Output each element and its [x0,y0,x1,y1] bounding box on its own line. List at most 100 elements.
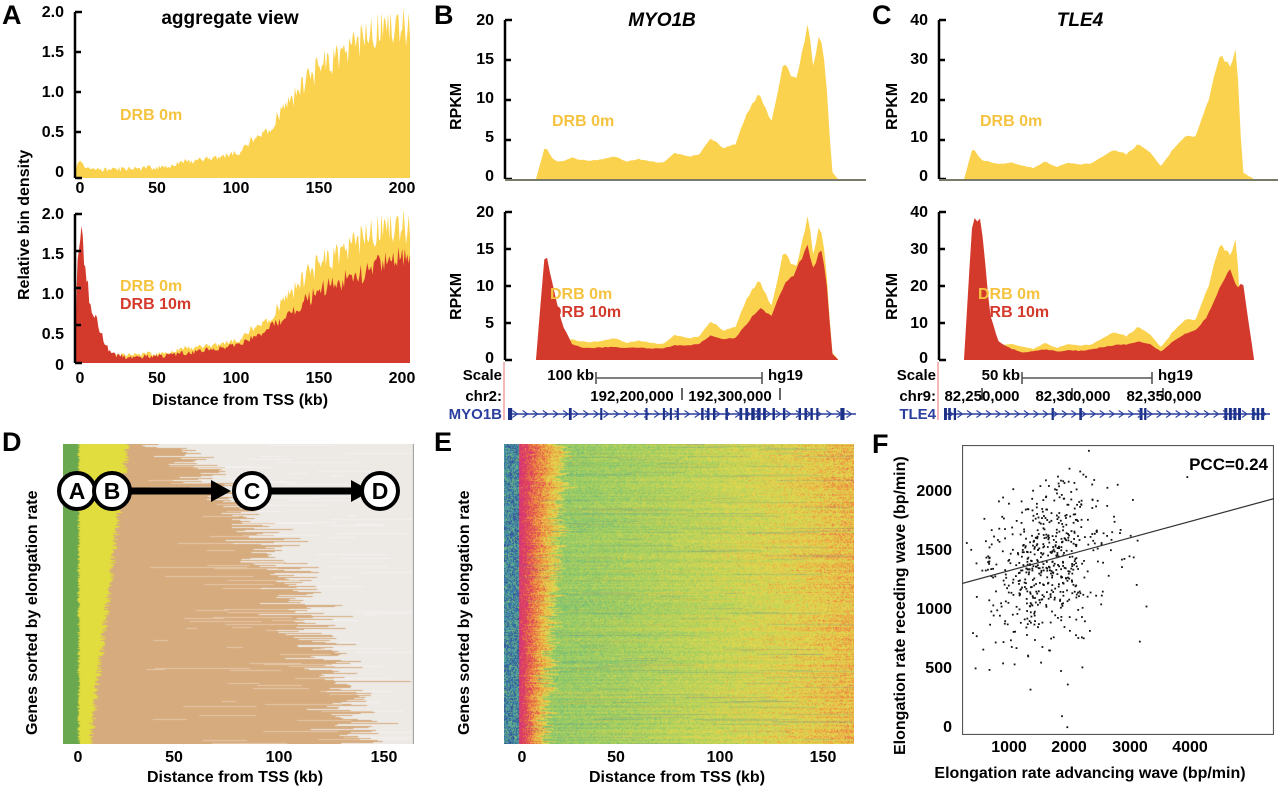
scatter-point [1047,581,1050,584]
gene-strand-arrow-icon [1222,410,1230,418]
panel-b: B MYO1B RPKM 20 15 10 5 0 DRB 0m RPKM 20… [432,0,870,425]
scatter-point [1033,546,1036,548]
scatter-point [1023,530,1026,533]
panel-d-annotation-c[interactable]: C [232,471,272,511]
scatter-point [1065,539,1067,542]
scatter-point [1046,519,1049,521]
panel-a-top-xtick-3: 150 [305,180,333,197]
scatter-point [1043,537,1046,539]
scatter-point [1049,569,1051,572]
scatter-point [1067,570,1070,573]
scatter-point [1089,630,1091,632]
gene-exon [1051,408,1054,420]
scatter-point [1132,499,1134,501]
scatter-point [1026,617,1029,620]
scatter-point [974,667,977,670]
scatter-point [1038,521,1041,524]
scatter-point [1025,571,1028,574]
panel-a-bot-xtick-2: 100 [222,370,250,387]
scatter-point [1012,594,1015,596]
gene-exon [1261,408,1265,420]
scatter-point [1071,565,1074,567]
scatter-point [1084,536,1086,538]
panel-d-annotation-a[interactable]: A [57,471,97,511]
scatter-point [1106,486,1109,489]
scatter-point [1035,536,1038,539]
scatter-point [1060,494,1063,496]
scatter-point [1047,538,1050,541]
scatter-point [1019,621,1022,624]
scatter-point [1060,546,1063,548]
panel-e-heatmap[interactable] [504,444,854,744]
scatter-point [1020,500,1023,503]
scatter-point [1072,542,1075,545]
scatter-point [1128,555,1131,558]
scatter-point [1019,533,1022,536]
scatter-point [1015,520,1018,522]
scatter-point [1051,574,1054,577]
gene-strand-arrow-icon [966,410,973,418]
scatter-point [1026,568,1029,571]
scatter-point [1054,545,1057,548]
scatter-point [1051,576,1053,579]
panel-b-track-gene-name[interactable]: MYO1B [448,406,502,423]
scatter-point [988,560,991,563]
scatter-point [1036,559,1039,561]
gene-strand-arrow-icon [674,410,681,418]
panel-b-bottom-plot [503,210,838,362]
scatter-point [1018,562,1021,564]
panel-a-bot-ytick-1: 1.5 [41,246,64,263]
scatter-point [1084,620,1086,623]
scatter-point [1070,491,1073,493]
area-drb-0m [964,49,1254,180]
scatter-point [1091,533,1094,535]
scatter-point [1052,591,1055,593]
scatter-point [1058,545,1060,548]
scatter-point [1041,510,1044,513]
scatter-point [1034,601,1037,604]
scatter-point [1071,563,1073,565]
gene-strand-arrow-icon [613,410,620,418]
scatter-point [1048,521,1051,524]
scatter-point [1038,572,1041,575]
scatter-point [1015,647,1018,649]
panel-f-ytick-2: 1000 [916,601,952,618]
scatter-point [1037,590,1040,593]
scatter-point [1072,568,1075,571]
scatter-point [1056,553,1059,556]
gene-strand-arrow-icon [603,410,610,418]
gene-exon [645,408,648,420]
panel-d-annotation-d[interactable]: D [360,471,400,511]
scatter-point [1039,582,1041,584]
panel-e-xlabel: Distance from TSS (kb) [588,769,766,786]
scatter-point [992,614,995,617]
scatter-point [1021,511,1023,514]
scatter-point [1050,589,1053,592]
scatter-point [1079,506,1081,508]
scatter-point [1008,559,1011,561]
scatter-point [1036,529,1039,532]
panel-c-track-gene-name[interactable]: TLE4 [899,406,936,423]
scatter-point [1070,498,1073,501]
scatter-point [1062,594,1065,597]
scatter-point [1039,574,1042,577]
scatter-point [1046,569,1049,572]
gene-exon [953,408,957,420]
scatter-point [994,641,997,644]
scatter-point [1000,602,1002,605]
scatter-point [1073,532,1076,534]
scatter-point [1023,528,1025,531]
scatter-point [1018,608,1021,611]
scatter-point [1053,562,1056,565]
scatter-point [994,575,997,578]
scatter-point [1054,544,1057,547]
scatter-point [1056,552,1059,554]
scatter-point [1028,571,1030,574]
scatter-point [1058,547,1060,550]
panel-d-annotation-b[interactable]: B [92,471,132,511]
panel-a-top-ytick-4: 0 [55,164,64,181]
panel-f-scatter[interactable] [962,445,1274,735]
panel-a-label: A [2,0,22,30]
scatter-point [988,599,991,602]
scatter-point [1071,555,1074,558]
